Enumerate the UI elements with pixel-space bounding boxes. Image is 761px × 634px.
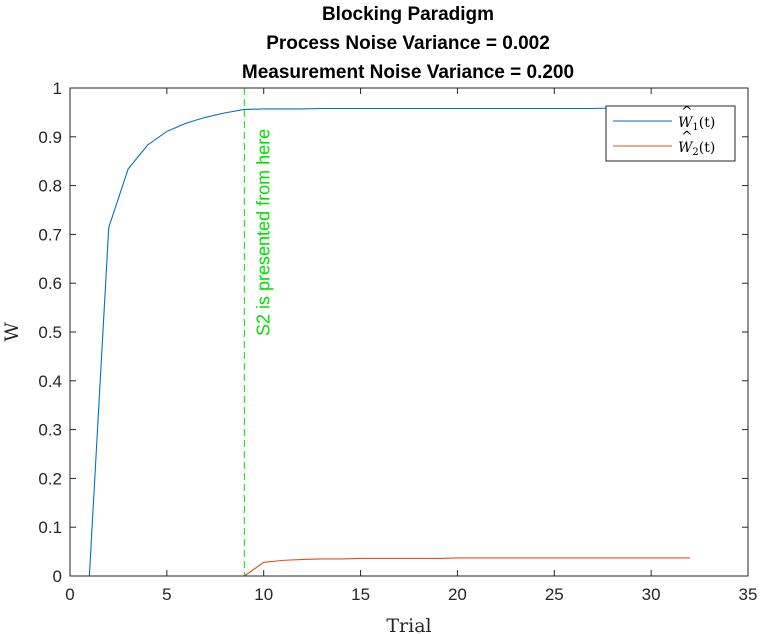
legend-label-w1: W1(t) (678, 115, 715, 133)
x-axis-label: Trial (386, 615, 431, 634)
title-line: Process Noise Variance = 0.002 (266, 33, 550, 54)
y-tick-label: 0.9 (38, 128, 62, 147)
x-tick-label: 25 (545, 585, 564, 604)
y-tick-label: 1 (53, 79, 62, 98)
y-tick-label: 0.8 (38, 177, 62, 196)
y-axis-label: W (1, 322, 23, 342)
annotation-text: S2 is presented from here (253, 129, 273, 336)
title-line: Blocking Paradigm (322, 4, 494, 25)
y-axis-ticks: 0 0.1 0.2 0.3 0.4 0.5 0.6 0.7 0.8 0.9 1 (38, 79, 748, 586)
x-tick-label: 20 (448, 585, 467, 604)
hat-accent: ^ (681, 129, 693, 145)
annotation-group: S2 is presented from here (243, 88, 273, 576)
legend-label-w2: W2(t) (678, 140, 715, 158)
y-tick-label: 0.3 (38, 421, 62, 440)
title-line: Measurement Noise Variance = 0.200 (242, 62, 574, 83)
series-line-w1 (88, 107, 690, 577)
x-tick-label: 35 (739, 585, 758, 604)
x-tick-label: 15 (351, 585, 370, 604)
y-tick-label: 0.7 (38, 225, 62, 244)
hat-accent: ^ (681, 104, 693, 120)
legend: W1(t)^W2(t)^ (605, 104, 736, 162)
x-tick-label: 0 (65, 585, 74, 604)
y-tick-label: 0.6 (38, 274, 62, 293)
legend-series-name: W (678, 115, 694, 131)
y-tick-label: 0.4 (38, 372, 62, 391)
y-tick-label: 0.1 (38, 518, 62, 537)
x-tick-label: 5 (162, 585, 171, 604)
y-tick-label: 0.5 (38, 323, 62, 342)
x-tick-label: 10 (254, 585, 273, 604)
y-tick-label: 0 (53, 567, 62, 586)
plot-area (70, 88, 748, 576)
x-axis-ticks: 0 5 10 15 20 25 30 35 (65, 88, 757, 604)
series-group (88, 107, 690, 577)
chart-title: Blocking Paradigm Process Noise Variance … (242, 4, 574, 83)
series-line-w2 (244, 557, 690, 577)
legend-series-name: W (678, 140, 694, 156)
legend-box (605, 105, 736, 162)
y-tick-label: 0.2 (38, 469, 62, 488)
x-tick-label: 30 (642, 585, 661, 604)
